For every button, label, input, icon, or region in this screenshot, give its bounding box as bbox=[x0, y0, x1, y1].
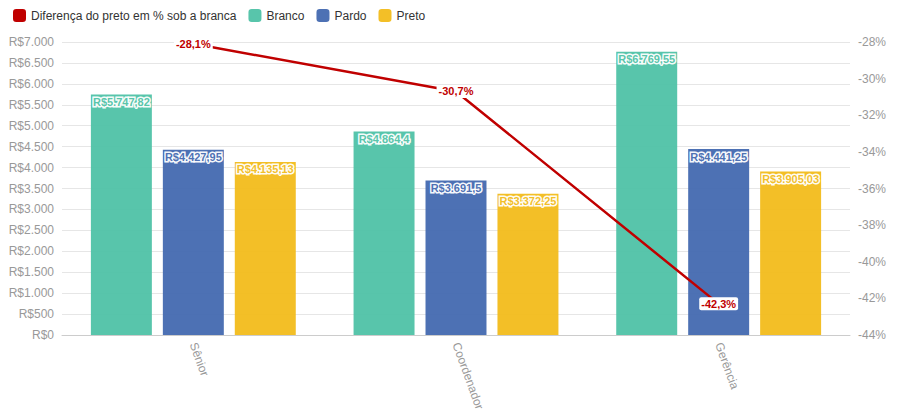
svg-text:-36%: -36% bbox=[858, 182, 886, 196]
svg-text:R$1.000: R$1.000 bbox=[9, 286, 55, 300]
svg-text:R$4.500: R$4.500 bbox=[9, 140, 55, 154]
svg-text:R$500: R$500 bbox=[19, 307, 55, 321]
svg-text:R$3.500: R$3.500 bbox=[9, 182, 55, 196]
svg-text:Pardo: Pardo bbox=[334, 9, 366, 23]
svg-text:-32%: -32% bbox=[858, 108, 886, 122]
svg-text:R$3.000: R$3.000 bbox=[9, 202, 55, 216]
svg-text:Branco: Branco bbox=[266, 9, 304, 23]
svg-text:R$7.000: R$7.000 bbox=[9, 35, 55, 49]
svg-text:R$5.747,82: R$5.747,82 bbox=[93, 96, 150, 108]
svg-text:R$5.000: R$5.000 bbox=[9, 119, 55, 133]
svg-text:Diferença do preto em % sob a: Diferença do preto em % sob a branca bbox=[31, 9, 237, 23]
svg-text:-30%: -30% bbox=[858, 72, 886, 86]
svg-text:R$4.000: R$4.000 bbox=[9, 161, 55, 175]
svg-text:R$3.905,03: R$3.905,03 bbox=[762, 173, 819, 185]
svg-text:-44%: -44% bbox=[858, 328, 886, 342]
svg-text:-42,3%: -42,3% bbox=[701, 298, 736, 310]
svg-text:Preto: Preto bbox=[396, 9, 425, 23]
svg-text:R$3.372,25: R$3.372,25 bbox=[500, 195, 557, 207]
svg-text:R$4.135,13: R$4.135,13 bbox=[237, 163, 294, 175]
svg-text:R$4.441,25: R$4.441,25 bbox=[690, 151, 747, 163]
svg-text:R$5.500: R$5.500 bbox=[9, 98, 55, 112]
svg-text:-40%: -40% bbox=[858, 255, 886, 269]
svg-text:Gerência: Gerência bbox=[712, 341, 742, 392]
svg-text:-38%: -38% bbox=[858, 218, 886, 232]
svg-text:R$6.500: R$6.500 bbox=[9, 56, 55, 70]
svg-text:R$1.500: R$1.500 bbox=[9, 265, 55, 279]
svg-text:R$6.769,55: R$6.769,55 bbox=[618, 53, 675, 65]
svg-text:R$4.427,95: R$4.427,95 bbox=[165, 151, 222, 163]
svg-text:R$4.864,4: R$4.864,4 bbox=[359, 133, 411, 145]
svg-text:R$3.691,5: R$3.691,5 bbox=[431, 182, 482, 194]
svg-text:Coordenador: Coordenador bbox=[449, 341, 486, 412]
svg-text:-42%: -42% bbox=[858, 291, 886, 305]
svg-text:R$0: R$0 bbox=[32, 328, 54, 342]
svg-text:Sênior: Sênior bbox=[187, 341, 212, 378]
svg-text:R$2.000: R$2.000 bbox=[9, 244, 55, 258]
svg-text:-34%: -34% bbox=[858, 145, 886, 159]
svg-text:R$2.500: R$2.500 bbox=[9, 223, 55, 237]
svg-text:-28%: -28% bbox=[858, 35, 886, 49]
svg-text:R$6.000: R$6.000 bbox=[9, 77, 55, 91]
svg-text:-28,1%: -28,1% bbox=[176, 38, 211, 50]
svg-text:-30,7%: -30,7% bbox=[439, 85, 474, 97]
